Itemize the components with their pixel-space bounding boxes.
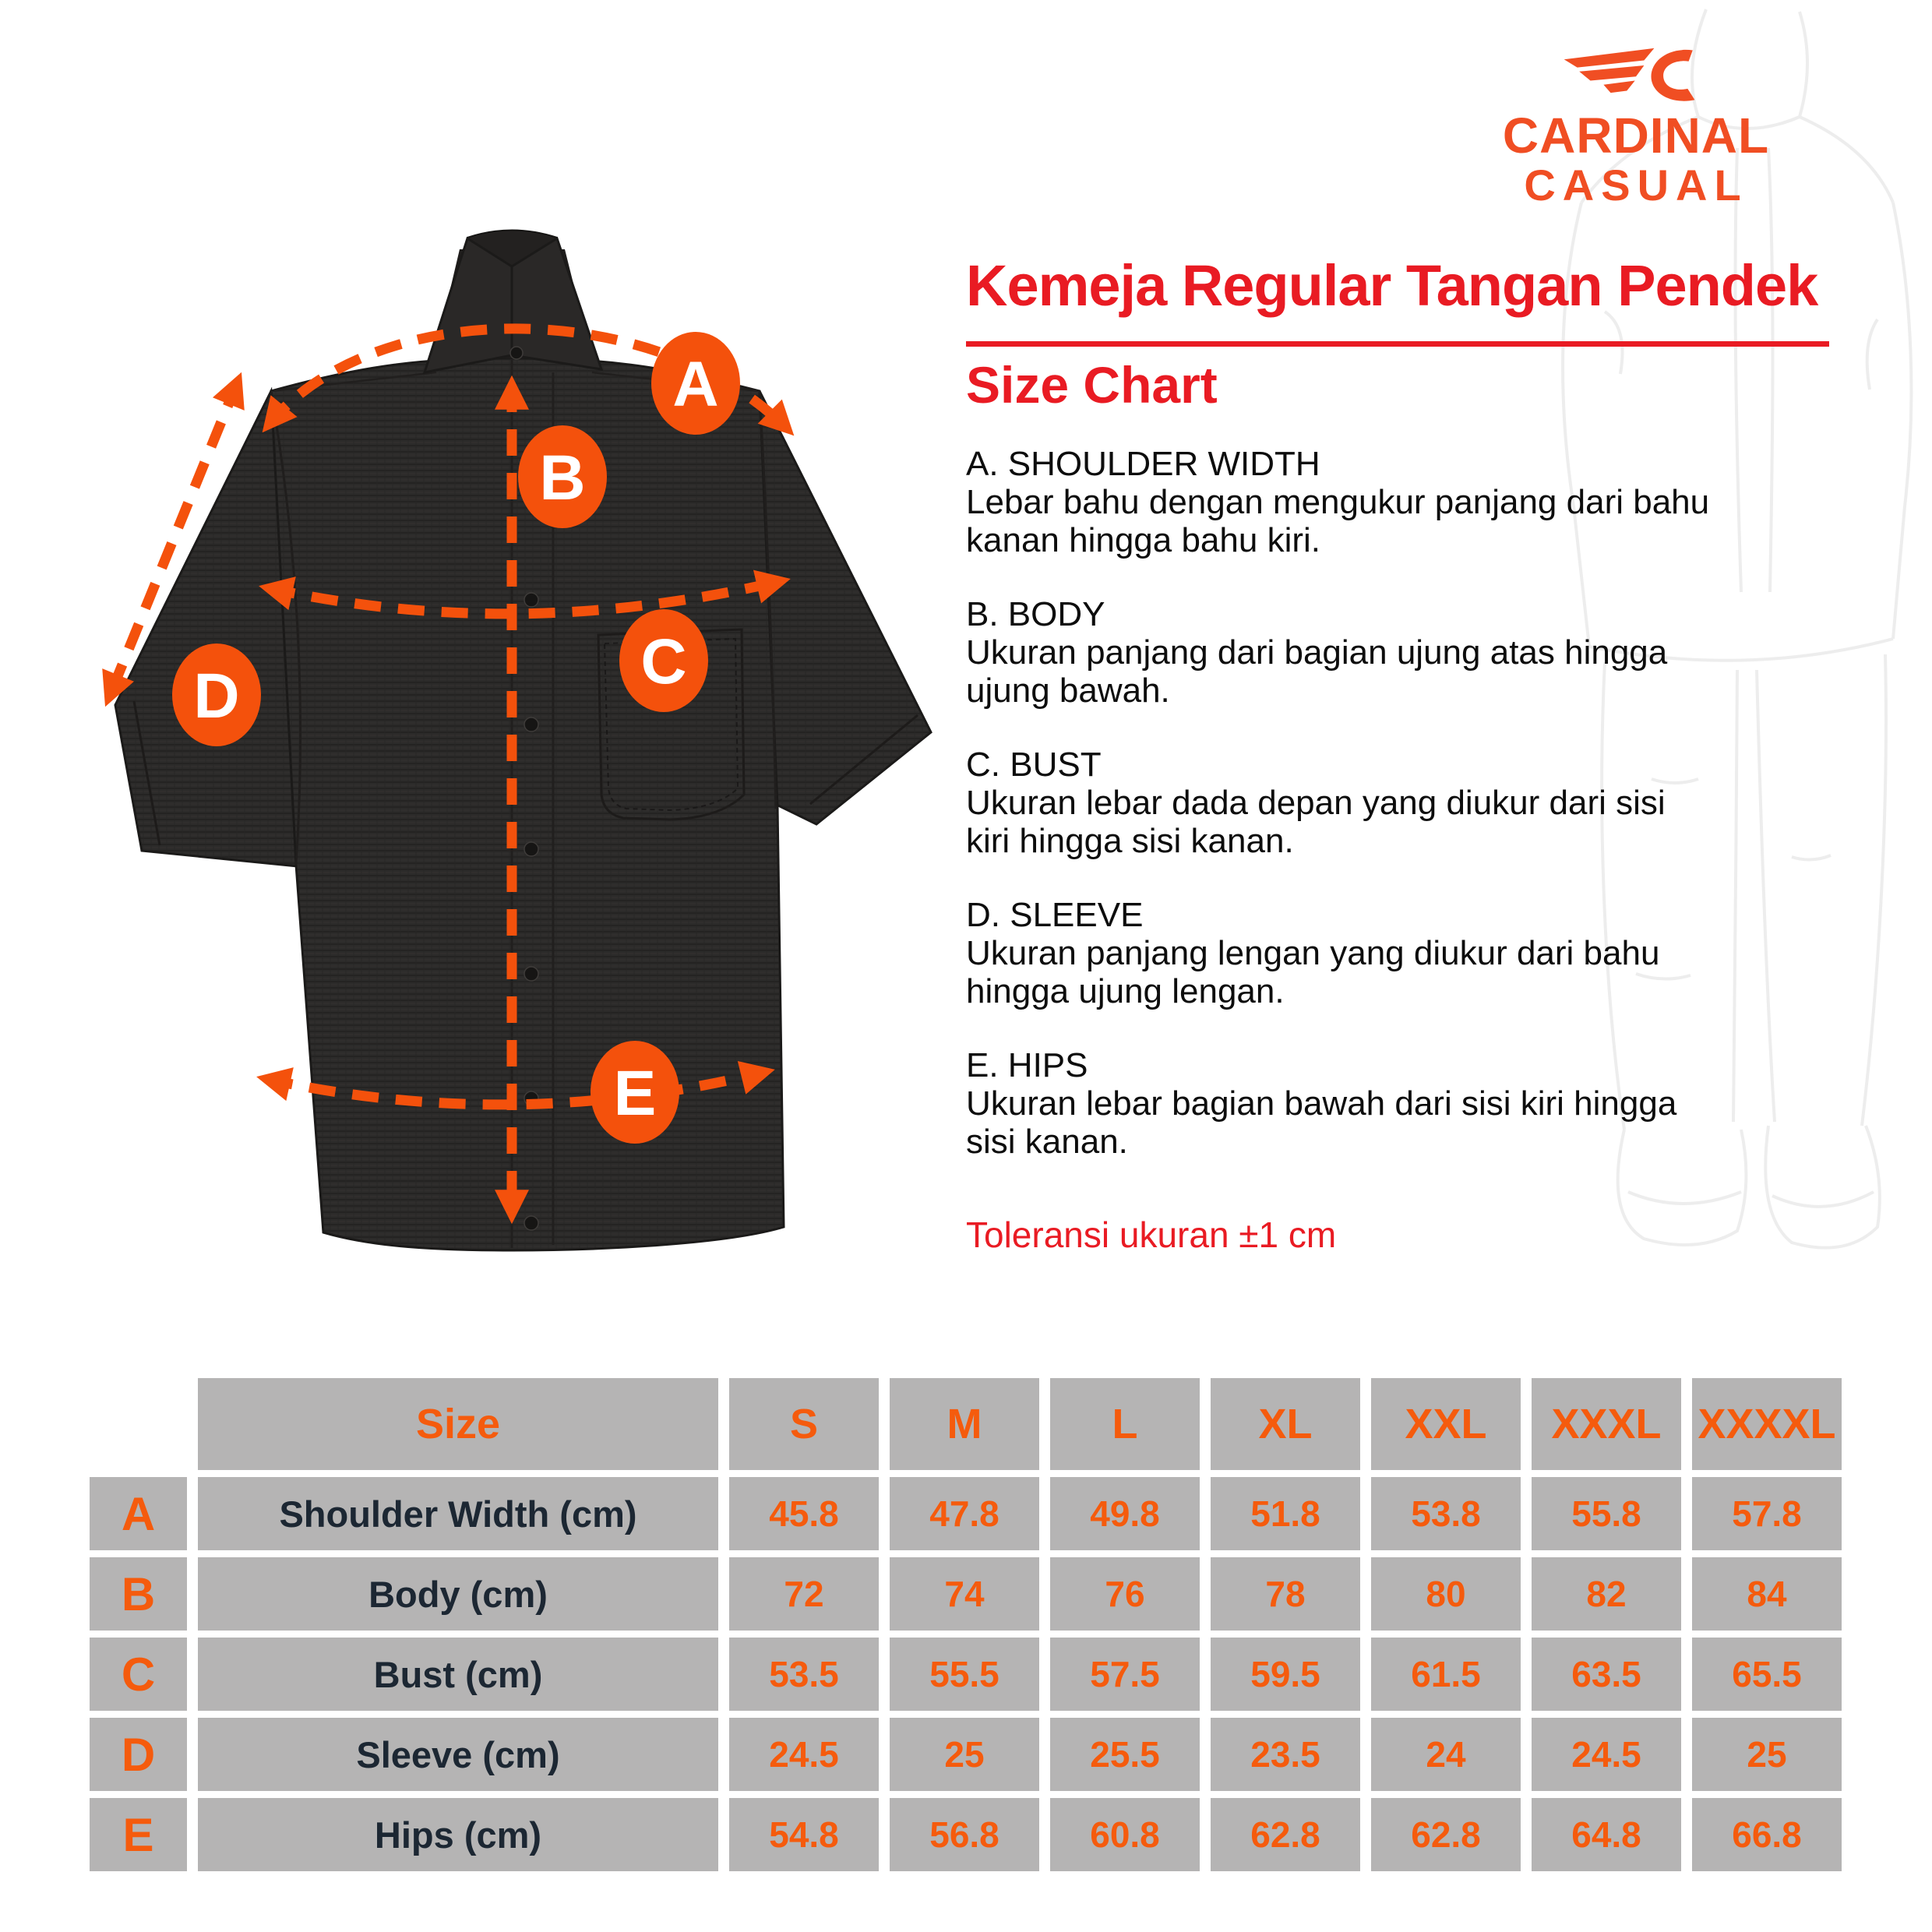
value-cell: 57.8 [1692,1477,1842,1550]
section-bust: C. BUST Ukuran lebar dada depan yang diu… [966,746,1870,860]
brand-name: CARDINAL [1502,108,1770,164]
section-heading: B. BODY [966,595,1105,633]
section-body: B. BODY Ukuran panjang dari bagian ujung… [966,595,1870,710]
size-header-cell: Size [198,1378,718,1470]
size-col-header-xxl: XXL [1371,1378,1521,1470]
marker-a: A [651,332,740,435]
section-hips: E. HIPS Ukuran lebar bagian bawah dari s… [966,1046,1870,1161]
size-col-header-m: M [890,1378,1039,1470]
value-cell: 61.5 [1371,1638,1521,1711]
table-corner-spacer [90,1378,187,1470]
svg-text:A: A [672,349,718,420]
value-cell: 55.8 [1532,1477,1681,1550]
value-cell: 80 [1371,1557,1521,1631]
row-label-cell: Body (cm) [198,1557,718,1631]
product-title: Kemeja Regular Tangan Pendek [966,253,1818,318]
value-cell: 53.8 [1371,1477,1521,1550]
value-cell: 63.5 [1532,1638,1681,1711]
value-cell: 51.8 [1211,1477,1360,1550]
winged-c-emblem-icon [1564,48,1695,101]
row-label-cell: Bust (cm) [198,1638,718,1711]
value-cell: 62.8 [1371,1798,1521,1871]
value-cell: 24.5 [729,1718,879,1791]
size-table: Size S M L XL XXL XXXL XXXXL A Shoulder … [90,1378,1842,1871]
row-label-cell: Sleeve (cm) [198,1718,718,1791]
value-cell: 57.5 [1050,1638,1200,1711]
row-letter-cell: E [90,1798,187,1871]
measurement-descriptions: A. SHOULDER WIDTH Lebar bahu dengan meng… [966,445,1870,1161]
row-letter-cell: B [90,1557,187,1631]
svg-text:B: B [539,442,585,513]
shirt-diagram: A B C D E [102,229,933,1252]
value-cell: 49.8 [1050,1477,1200,1550]
value-cell: 78 [1211,1557,1360,1631]
section-description: Lebar bahu dengan mengukur panjang dari … [966,483,1710,559]
value-cell: 47.8 [890,1477,1039,1550]
value-cell: 56.8 [890,1798,1039,1871]
size-col-header-xxxxl: XXXXL [1692,1378,1842,1470]
value-cell: 65.5 [1692,1638,1842,1711]
size-col-header-xl: XL [1211,1378,1360,1470]
size-col-header-xxxl: XXXL [1532,1378,1681,1470]
marker-b: B [518,425,607,528]
value-cell: 23.5 [1211,1718,1360,1791]
value-cell: 24.5 [1532,1718,1681,1791]
marker-d: D [172,643,261,746]
row-label-cell: Hips (cm) [198,1798,718,1871]
svg-text:D: D [193,661,239,732]
value-cell: 25 [890,1718,1039,1791]
row-label-cell: Shoulder Width (cm) [198,1477,718,1550]
shirt-right-sleeve [758,390,933,826]
section-shoulder-width: A. SHOULDER WIDTH Lebar bahu dengan meng… [966,445,1870,559]
marker-e: E [591,1041,679,1144]
value-cell: 64.8 [1532,1798,1681,1871]
value-cell: 82 [1532,1557,1681,1631]
info-panel: Kemeja Regular Tangan Pendek Size Chart … [966,257,1870,1253]
value-cell: 74 [890,1557,1039,1631]
section-description: Ukuran panjang lengan yang diukur dari b… [966,934,1660,1010]
value-cell: 54.8 [729,1798,879,1871]
section-heading: C. BUST [966,746,1102,784]
tolerance-note: Toleransi ukuran ±1 cm [966,1215,1337,1255]
section-description: Ukuran panjang dari bagian ujung atas hi… [966,633,1668,710]
row-letter-cell: D [90,1718,187,1791]
measure-arrow-sleeve [102,372,245,707]
row-letter-cell: A [90,1477,187,1550]
section-description: Ukuran lebar dada depan yang diukur dari… [966,784,1666,860]
size-chart-heading: Size Chart [966,356,1218,414]
section-description: Ukuran lebar bagian bawah dari sisi kiri… [966,1084,1677,1161]
value-cell: 53.5 [729,1638,879,1711]
measure-arrow-bust [259,569,791,619]
value-cell: 25 [1692,1718,1842,1791]
value-cell: 84 [1692,1557,1842,1631]
svg-text:C: C [640,626,686,697]
value-cell: 66.8 [1692,1798,1842,1871]
value-cell: 62.8 [1211,1798,1360,1871]
marker-c: C [619,609,708,712]
brand-subname: CASUAL [1524,160,1748,210]
value-cell: 76 [1050,1557,1200,1631]
value-cell: 45.8 [729,1477,879,1550]
brand-logo: CARDINAL CASUAL [1457,45,1815,207]
value-cell: 55.5 [890,1638,1039,1711]
value-cell: 60.8 [1050,1798,1200,1871]
section-heading: E. HIPS [966,1046,1088,1084]
section-sleeve: D. SLEEVE Ukuran panjang lengan yang diu… [966,896,1870,1010]
measurement-markers: A B C D E [172,332,740,1144]
row-letter-cell: C [90,1638,187,1711]
section-heading: D. SLEEVE [966,896,1144,934]
shirt-collar [422,229,604,374]
size-col-header-s: S [729,1378,879,1470]
value-cell: 24 [1371,1718,1521,1791]
value-cell: 59.5 [1211,1638,1360,1711]
section-heading: A. SHOULDER WIDTH [966,445,1320,483]
svg-text:E: E [614,1058,657,1129]
value-cell: 72 [729,1557,879,1631]
size-col-header-l: L [1050,1378,1200,1470]
value-cell: 25.5 [1050,1718,1200,1791]
title-underline [966,341,1829,347]
shirt-left-sleeve [114,386,299,868]
